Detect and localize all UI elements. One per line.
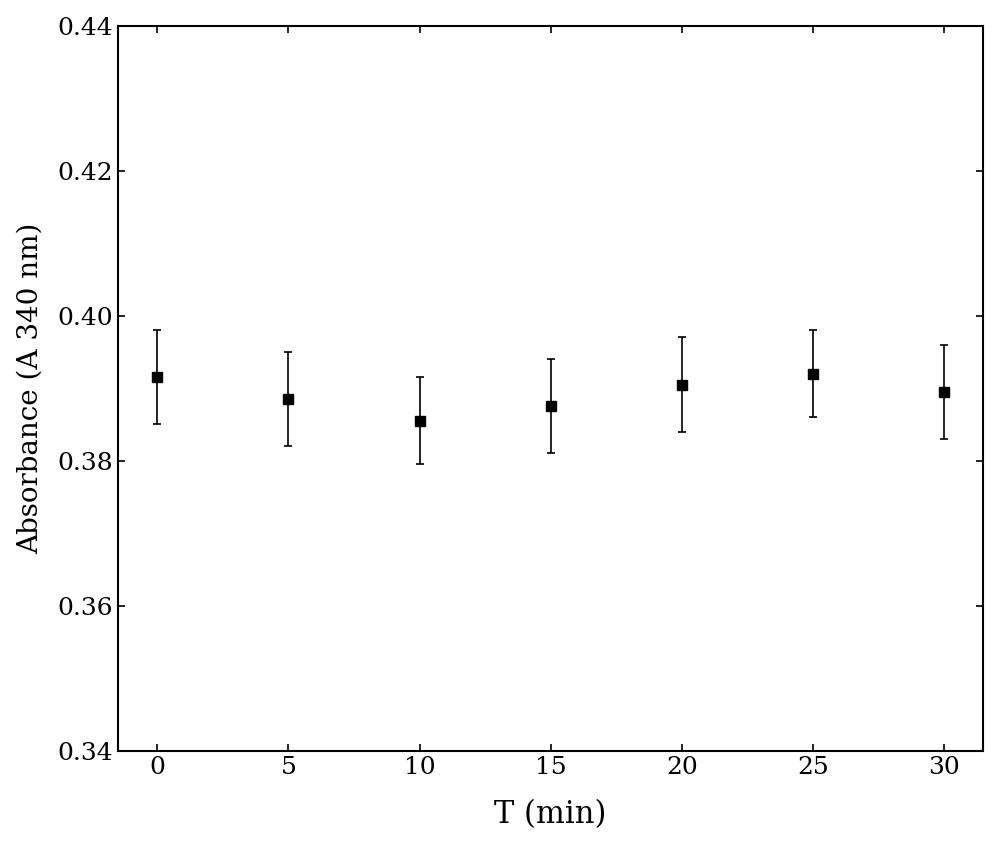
- Y-axis label: Absorbance (A 340 nm): Absorbance (A 340 nm): [17, 223, 44, 554]
- X-axis label: T (min): T (min): [494, 800, 607, 830]
